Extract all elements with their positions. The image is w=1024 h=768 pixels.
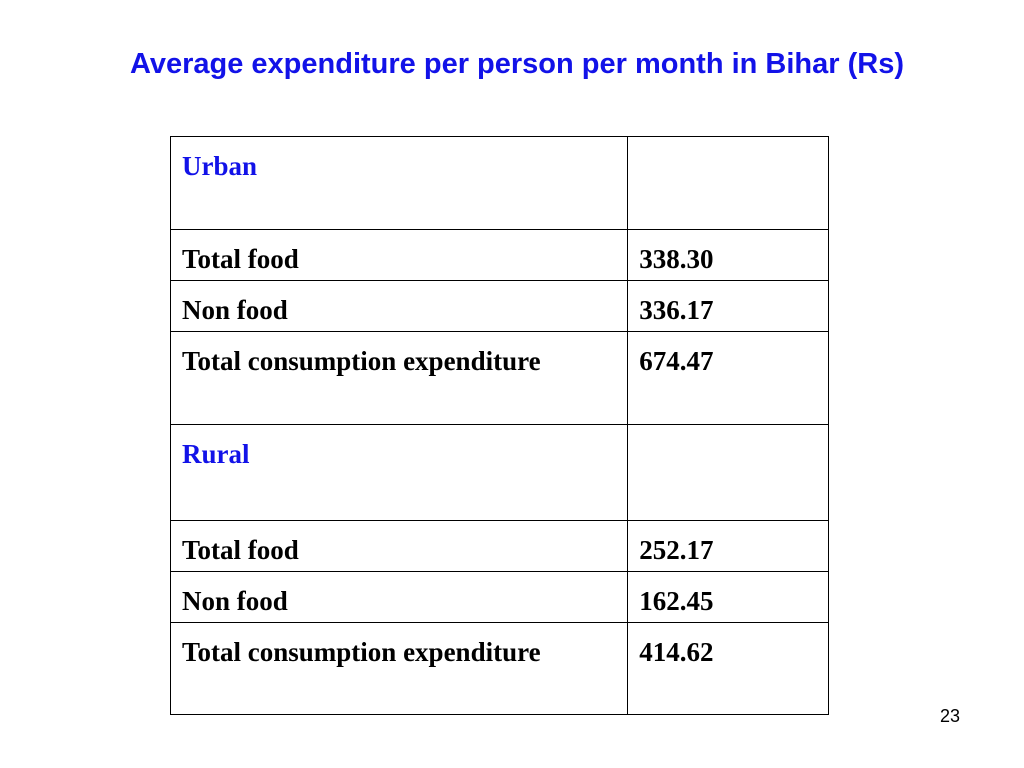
row-value: 336.17 xyxy=(627,280,829,332)
page-number: 23 xyxy=(940,706,961,726)
expenditure-table: Urban Total food 338.30 Non food 336.17 … xyxy=(169,136,829,715)
row-value: 252.17 xyxy=(627,520,829,572)
table-row: Total food 252.17 xyxy=(169,520,829,572)
row-value: 162.45 xyxy=(627,571,829,623)
section-label-urban: Urban xyxy=(169,136,629,230)
table-row-rural-section: Rural xyxy=(169,424,829,521)
row-label: Non food xyxy=(169,280,629,332)
row-label: Non food xyxy=(169,571,629,623)
table-row: Total food 338.30 xyxy=(169,229,829,281)
row-value: 414.62 xyxy=(627,622,829,715)
row-value: 338.30 xyxy=(627,229,829,281)
table-row: Total consumption expenditure 414.62 xyxy=(169,622,829,715)
table-row: Non food 336.17 xyxy=(169,280,829,332)
row-label: Total consumption expenditure xyxy=(169,331,629,425)
table-row: Non food 162.45 xyxy=(169,571,829,623)
table-row: Total consumption expenditure 674.47 xyxy=(169,331,829,425)
row-label: Total food xyxy=(169,229,629,281)
row-label: Total consumption expenditure xyxy=(169,622,629,715)
row-value: 674.47 xyxy=(627,331,829,425)
section-value-rural xyxy=(627,424,829,521)
table-row-urban-section: Urban xyxy=(169,136,829,230)
section-value-urban xyxy=(627,136,829,230)
slide-title: Average expenditure per person per month… xyxy=(129,48,905,80)
row-label: Total food xyxy=(169,520,629,572)
section-label-rural: Rural xyxy=(169,424,629,521)
